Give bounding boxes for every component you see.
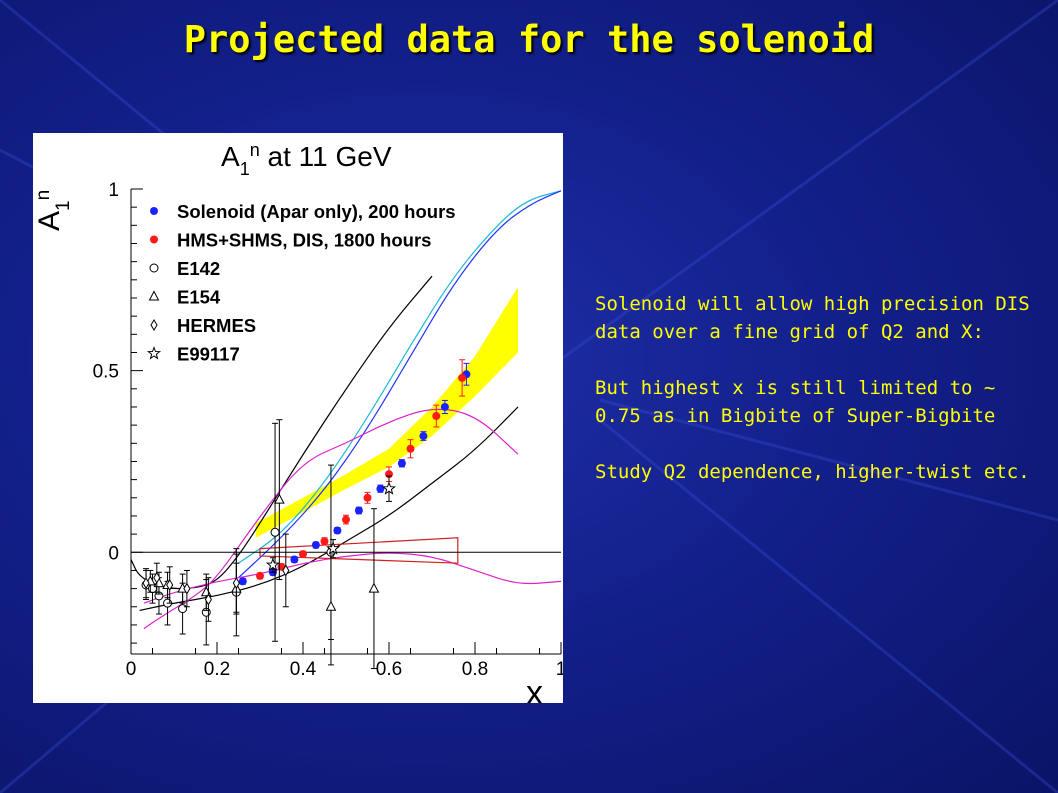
chart: A1n at 11 GeV A1n x 0 0.2 0.4 0.6 0.8 100.51 … (33, 140, 567, 712)
data-point (183, 582, 191, 595)
data-point (342, 515, 350, 524)
model-curve (143, 408, 519, 630)
data-point (265, 557, 280, 572)
data-point (376, 484, 385, 493)
data-point (381, 481, 397, 495)
data-point (166, 579, 174, 591)
data-point (290, 555, 299, 564)
y-axis-label: A1n (33, 190, 74, 231)
data-point (363, 493, 372, 502)
legend-label: E99117 (177, 344, 240, 365)
legend-marker (149, 263, 159, 273)
data-point (311, 541, 320, 550)
systematics-layer (259, 537, 459, 564)
legend-marker (146, 346, 162, 360)
x-axis-label: x (526, 674, 543, 703)
x-tick-label: 0 (126, 659, 137, 680)
y-tick-label: 0 (108, 543, 119, 564)
legend-marker (150, 235, 158, 244)
data-point (299, 550, 307, 559)
data-points (141, 359, 471, 670)
data-point (178, 604, 188, 614)
data-point (368, 582, 380, 593)
legend-marker (150, 319, 158, 331)
legend-label: HMS+SHMS, DIS, 1800 hours (177, 230, 431, 251)
chart-title: A1n at 11 GeV (221, 140, 392, 179)
band-layer (255, 287, 518, 538)
projection-band (255, 287, 518, 538)
model-curve (139, 406, 519, 611)
legend-label: E142 (177, 258, 220, 279)
data-point (397, 459, 406, 468)
plot-panel: A1n at 11 GeV A1n x 0 0.2 0.4 0.6 0.8 1 0 0.5 1 … (33, 133, 567, 712)
data-point (238, 577, 247, 586)
y-tick-label: 1 (108, 180, 119, 201)
data-point (256, 571, 264, 580)
legend: Solenoid (Apar only), 200 hours HMS+SHMS,… (146, 201, 456, 365)
systematic-error-box (259, 537, 459, 564)
axes: 0 0.2 0.4 0.6 0.8 1 0 0.5 1 (93, 180, 567, 680)
data-point (326, 541, 341, 555)
data-point (432, 412, 441, 421)
svg-text:A1n: A1n (33, 190, 74, 231)
note-3: Study Q2 dependence, higher-twist etc. (595, 461, 1030, 483)
data-point (325, 600, 337, 611)
data-point (320, 537, 329, 546)
note-2: But highest x is still limited to ~ 0.75… (595, 377, 996, 427)
data-point (440, 402, 449, 411)
data-point (153, 571, 161, 584)
x-tick-label: 0.4 (290, 659, 317, 680)
legend-label: Solenoid (Apar only), 200 hours (177, 201, 456, 222)
legend-marker (150, 207, 158, 215)
note-1: Solenoid will allow high precision DIS d… (595, 293, 1030, 343)
data-point (270, 527, 280, 537)
data-point (142, 577, 150, 590)
legend-label: E154 (177, 287, 221, 308)
data-point (458, 373, 467, 382)
x-tick-label: 0.2 (204, 659, 230, 680)
data-point (274, 493, 285, 504)
y-tick-label: 0.5 (93, 362, 119, 383)
model-curve (238, 190, 562, 579)
x-tick-label: 0.8 (462, 659, 488, 680)
data-point (406, 444, 415, 453)
data-point (282, 564, 290, 577)
data-point (333, 526, 342, 535)
legend-label: HERMES (177, 315, 256, 336)
data-point (200, 586, 212, 597)
legend-marker (148, 290, 160, 301)
x-tick-label: 0.6 (376, 659, 402, 680)
data-point (232, 577, 240, 590)
data-point (204, 593, 212, 606)
data-point (354, 506, 363, 515)
curve-layer (130, 190, 562, 630)
notes-panel: Solenoid will allow high precision DIS d… (595, 290, 1035, 514)
x-tick-label: 1 (556, 659, 563, 680)
slide-title: Projected data for the solenoid (183, 18, 875, 61)
data-point (419, 432, 428, 441)
